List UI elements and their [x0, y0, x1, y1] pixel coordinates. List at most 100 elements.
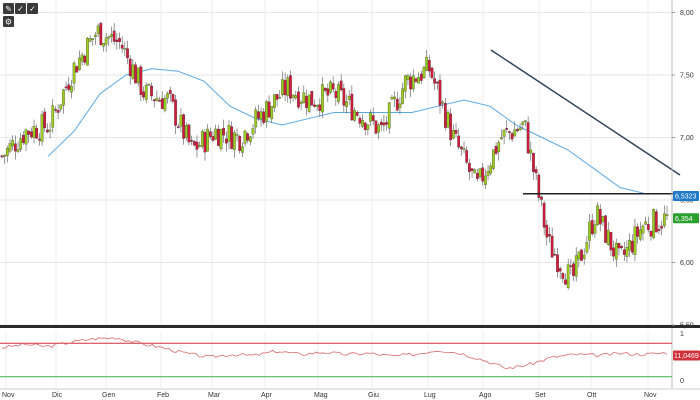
- candle-body: [56, 110, 60, 113]
- candle-body: [297, 91, 300, 108]
- candle: [556, 247, 559, 278]
- candle: [40, 110, 44, 146]
- candle-body: [120, 44, 124, 49]
- candle: [51, 99, 55, 133]
- candle: [353, 107, 356, 122]
- candle: [558, 266, 562, 280]
- candle: [150, 82, 153, 101]
- candle-body: [270, 106, 274, 120]
- candle: [411, 69, 415, 93]
- check-button[interactable]: ✓: [27, 3, 38, 14]
- candle-body: [91, 38, 95, 40]
- candle-body: [574, 255, 578, 277]
- candle-body: [331, 83, 335, 90]
- candle: [190, 135, 193, 145]
- candle: [24, 128, 28, 151]
- candle-body: [187, 124, 191, 143]
- candle: [438, 74, 442, 114]
- settings-button[interactable]: ⚙: [3, 16, 14, 27]
- candle-body: [366, 124, 370, 130]
- candle-body: [564, 279, 567, 285]
- candle: [422, 65, 426, 80]
- candle-body: [411, 75, 415, 90]
- candle: [518, 123, 522, 132]
- candle-body: [257, 111, 260, 119]
- downtrend-line[interactable]: [490, 49, 681, 176]
- candle-body: [80, 54, 84, 62]
- x-tick-label: Nov: [2, 392, 15, 399]
- candle-body: [198, 145, 201, 147]
- candle: [305, 89, 308, 116]
- candle: [486, 165, 490, 181]
- candle: [142, 86, 145, 101]
- y-tick-label: 7,00: [680, 135, 694, 142]
- candle: [379, 118, 383, 131]
- candle: [27, 130, 31, 143]
- candle-body: [548, 234, 551, 237]
- candle: [347, 90, 351, 105]
- candle: [620, 244, 623, 251]
- candle: [238, 135, 242, 154]
- candle: [604, 214, 607, 244]
- candle-body: [27, 130, 31, 135]
- candle: [246, 132, 250, 144]
- candle-body: [75, 66, 79, 73]
- y-tick-label: 6,50: [680, 198, 694, 205]
- candle-body: [462, 148, 466, 150]
- candle: [545, 220, 549, 246]
- candle-body: [337, 84, 340, 102]
- candle-body: [305, 96, 308, 108]
- candle: [553, 248, 557, 256]
- candle-body: [379, 121, 383, 125]
- candle-body: [3, 154, 7, 157]
- check-button[interactable]: ✓: [15, 3, 26, 14]
- settings-icon: ⚙: [5, 18, 12, 27]
- candle: [88, 35, 92, 43]
- candle: [291, 94, 295, 102]
- candle-body: [313, 104, 316, 107]
- candle: [617, 243, 621, 256]
- candle: [78, 50, 81, 72]
- candle-body: [232, 132, 236, 150]
- candle: [529, 141, 533, 161]
- candle: [131, 58, 135, 81]
- candle-body: [195, 141, 199, 150]
- candle-body: [131, 64, 135, 79]
- candle: [326, 83, 330, 103]
- candle-body: [537, 174, 541, 198]
- candle-body: [577, 251, 581, 260]
- candle: [3, 154, 7, 165]
- candle: [166, 91, 169, 104]
- candle: [625, 240, 629, 263]
- candle: [580, 248, 583, 261]
- candle-body: [179, 114, 183, 127]
- candle-body: [182, 114, 185, 139]
- candle: [214, 124, 218, 141]
- candle: [361, 114, 364, 128]
- candle: [427, 55, 431, 77]
- candle: [267, 95, 271, 118]
- candle: [115, 33, 119, 50]
- candle-body: [8, 143, 12, 152]
- candle-body: [235, 134, 239, 136]
- candle: [118, 32, 121, 50]
- candle-body: [433, 78, 437, 84]
- candle: [110, 26, 113, 43]
- candle: [102, 43, 105, 52]
- candle: [660, 221, 664, 236]
- candle-body: [51, 105, 55, 128]
- candle-body: [281, 79, 284, 95]
- candle: [630, 234, 634, 255]
- candle: [307, 94, 311, 114]
- candle-body: [425, 57, 428, 71]
- candle-body: [430, 67, 434, 79]
- candle-body: [206, 128, 209, 152]
- x-tick-label: Giu: [368, 392, 379, 399]
- candle: [11, 135, 15, 151]
- candle: [323, 87, 327, 94]
- candle-body: [585, 242, 589, 253]
- draw-button[interactable]: ✎: [3, 3, 14, 14]
- candle: [574, 247, 578, 282]
- candle: [99, 22, 103, 46]
- candle: [211, 131, 215, 143]
